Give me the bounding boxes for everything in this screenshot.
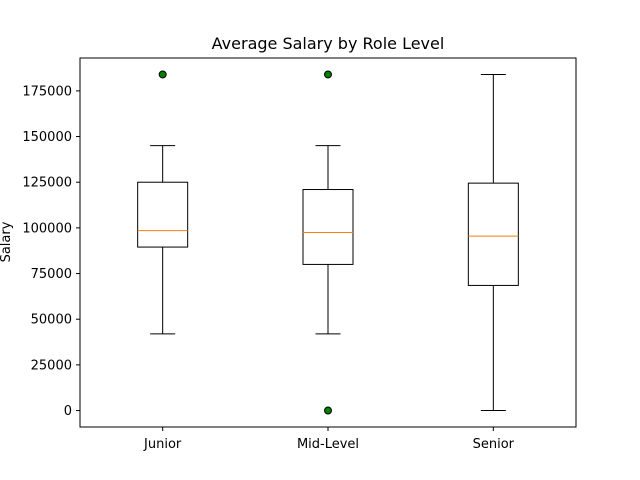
y-tick-label: 100000: [22, 221, 72, 236]
outlier-point: [158, 70, 167, 79]
y-tick-label: 75000: [31, 267, 72, 282]
y-tick-label: 125000: [22, 176, 72, 191]
y-axis-label: Salary: [0, 221, 14, 262]
x-tick-label: Senior: [473, 437, 515, 452]
outlier-point: [324, 70, 332, 79]
y-tick-label: 25000: [31, 358, 72, 373]
axes-frame: [79, 57, 577, 428]
y-tick-label: 150000: [22, 130, 72, 145]
plot-area: [137, 70, 519, 415]
chart-title: Average Salary by Role Level: [212, 34, 445, 53]
box-iqr: [302, 189, 354, 265]
y-tick-label: 0: [64, 404, 72, 419]
x-tick-label: Junior: [143, 437, 182, 452]
x-tick-label: Mid-Level: [297, 437, 359, 452]
outlier-point: [324, 406, 332, 415]
box-iqr: [137, 181, 189, 248]
y-tick-label: 175000: [22, 84, 72, 99]
box-iqr: [467, 182, 519, 286]
y-tick-label: 50000: [31, 313, 72, 328]
